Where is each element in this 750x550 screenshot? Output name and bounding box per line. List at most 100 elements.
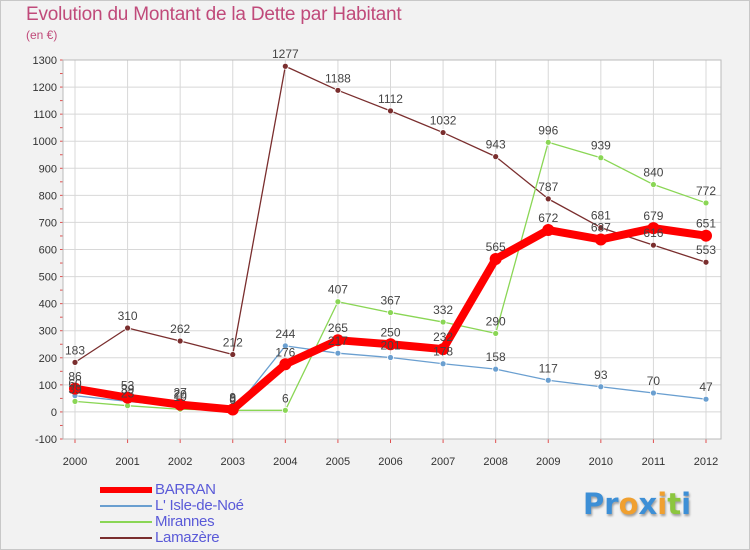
data-point — [124, 324, 131, 332]
data-point — [124, 402, 131, 410]
data-point — [594, 233, 607, 246]
data-label: 672 — [538, 211, 558, 225]
logo-letter: i — [657, 487, 668, 521]
y-tick-label: 300 — [39, 326, 57, 338]
data-label: 250 — [380, 325, 400, 339]
data-point — [597, 224, 605, 231]
data-label: 367 — [380, 294, 400, 308]
logo-letter: P — [583, 487, 605, 521]
x-tick-label: 2009 — [536, 456, 560, 468]
x-tick-label: 2007 — [431, 456, 455, 468]
y-tick-label: 800 — [39, 190, 57, 202]
legend-swatch-isle-de-noe — [100, 505, 152, 507]
series-barran — [69, 222, 712, 416]
data-label: 679 — [643, 209, 663, 223]
data-point — [281, 342, 289, 350]
data-label: 23 — [121, 387, 135, 401]
logo-letter: t — [667, 487, 682, 521]
y-tick-label: 400 — [39, 299, 57, 311]
data-label: 996 — [538, 123, 558, 137]
series-lamaz-re — [71, 62, 710, 366]
data-point — [331, 334, 344, 347]
data-label: 1032 — [430, 114, 457, 128]
logo-letter: x — [638, 487, 658, 521]
data-point — [387, 354, 394, 361]
data-point — [281, 62, 289, 70]
data-label: 651 — [696, 217, 716, 231]
data-point — [492, 330, 500, 337]
y-tick-label: 1300 — [33, 55, 57, 67]
data-point — [387, 309, 394, 316]
legend-swatch-mirannes — [100, 521, 152, 523]
data-label: 265 — [328, 321, 348, 335]
data-point — [69, 382, 81, 395]
data-point — [439, 360, 447, 368]
data-label: 201 — [380, 339, 400, 353]
data-point — [544, 195, 552, 203]
data-label: 9 — [229, 390, 236, 404]
data-label: 10 — [173, 390, 187, 404]
data-point — [597, 154, 605, 162]
y-tick-label: 200 — [39, 353, 57, 365]
data-point — [437, 343, 450, 356]
data-label: 117 — [539, 361, 558, 375]
data-label: 60 — [68, 377, 82, 391]
legend-swatch-lamazere — [100, 537, 152, 539]
proxiti-logo: Proxiti — [583, 487, 691, 521]
data-label: 244 — [275, 327, 295, 341]
data-label: 53 — [121, 379, 135, 393]
logo-letter: r — [604, 487, 619, 521]
data-label: 407 — [328, 283, 348, 297]
data-label: 290 — [486, 314, 506, 328]
y-tick-label: 700 — [39, 217, 57, 229]
data-point — [176, 337, 184, 345]
plot-border — [62, 59, 722, 440]
data-label: 262 — [170, 322, 190, 336]
legend-item-barran: BARRAN — [100, 481, 340, 498]
data-point — [334, 349, 342, 357]
data-point — [650, 389, 657, 397]
legend-item-lamazere: Lamazère — [100, 529, 340, 546]
y-tick-label: 600 — [39, 245, 57, 257]
logo-letter: o — [618, 487, 639, 521]
data-point — [492, 153, 500, 161]
y-tick-label: 100 — [39, 380, 57, 392]
x-tick-label: 2000 — [63, 456, 87, 468]
x-tick-label: 2006 — [378, 456, 402, 468]
y-tick-label: 500 — [39, 272, 57, 284]
legend-label-barran: BARRAN — [155, 481, 216, 498]
x-tick-label: 2001 — [115, 456, 139, 468]
data-label: 772 — [696, 184, 716, 198]
data-point — [387, 107, 394, 115]
data-label: 565 — [486, 240, 506, 254]
y-tick-label: 0 — [51, 407, 57, 419]
data-label: 1188 — [325, 71, 351, 85]
data-label: 0 — [229, 393, 236, 407]
data-label: 939 — [591, 139, 611, 153]
data-point — [439, 129, 447, 136]
legend-item-mirannes: Mirannes — [100, 513, 340, 530]
y-tick-label: 1200 — [33, 82, 57, 94]
data-point — [384, 338, 397, 351]
data-label: 27 — [173, 386, 187, 400]
x-tick-label: 2003 — [221, 456, 245, 468]
data-label: 39 — [121, 382, 135, 396]
data-point — [334, 298, 342, 306]
data-point — [492, 365, 500, 373]
data-point — [647, 222, 660, 235]
x-tick-label: 2012 — [694, 456, 718, 468]
x-tick-label: 2004 — [273, 456, 297, 468]
y-tick-label: -100 — [35, 434, 57, 446]
data-point — [544, 376, 552, 384]
data-label: 39 — [68, 382, 82, 396]
data-label: 943 — [486, 138, 506, 152]
data-point — [229, 351, 237, 358]
data-label: 1277 — [272, 47, 299, 61]
data-point — [121, 391, 134, 404]
data-label: 176 — [275, 345, 295, 359]
data-label: 70 — [647, 374, 661, 388]
data-point — [702, 258, 710, 266]
data-point — [334, 86, 342, 94]
data-point — [174, 398, 187, 411]
